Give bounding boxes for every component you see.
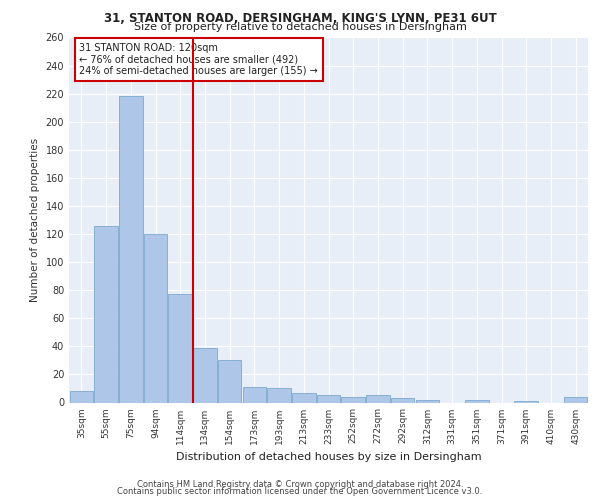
Bar: [416, 400, 439, 402]
Y-axis label: Number of detached properties: Number of detached properties: [30, 138, 40, 302]
Bar: [465, 400, 488, 402]
Bar: [292, 392, 316, 402]
Bar: [94, 226, 118, 402]
Text: Size of property relative to detached houses in Dersingham: Size of property relative to detached ho…: [134, 22, 466, 32]
Text: 31 STANTON ROAD: 120sqm
← 76% of detached houses are smaller (492)
24% of semi-d: 31 STANTON ROAD: 120sqm ← 76% of detache…: [79, 43, 318, 76]
Bar: [218, 360, 241, 403]
Bar: [144, 234, 167, 402]
Bar: [514, 401, 538, 402]
Bar: [564, 397, 587, 402]
Text: Contains public sector information licensed under the Open Government Licence v3: Contains public sector information licen…: [118, 487, 482, 496]
Text: Contains HM Land Registry data © Crown copyright and database right 2024.: Contains HM Land Registry data © Crown c…: [137, 480, 463, 489]
Bar: [242, 387, 266, 402]
Bar: [70, 392, 93, 402]
Bar: [169, 294, 192, 403]
Bar: [391, 398, 415, 402]
Bar: [341, 397, 365, 402]
Bar: [268, 388, 291, 402]
Text: 31, STANTON ROAD, DERSINGHAM, KING'S LYNN, PE31 6UT: 31, STANTON ROAD, DERSINGHAM, KING'S LYN…: [104, 12, 496, 26]
Bar: [366, 396, 389, 402]
Bar: [193, 348, 217, 403]
X-axis label: Distribution of detached houses by size in Dersingham: Distribution of detached houses by size …: [176, 452, 481, 462]
Bar: [119, 96, 143, 403]
Bar: [317, 396, 340, 402]
